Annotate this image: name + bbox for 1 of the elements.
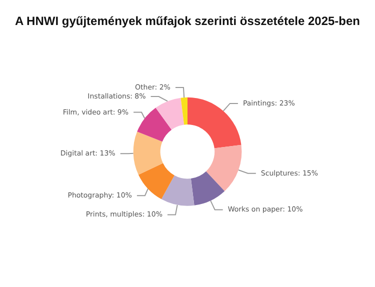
chart-title: A HNWI gyűjtemények műfajok szerinti összetétele 2025-ben <box>15 14 360 28</box>
